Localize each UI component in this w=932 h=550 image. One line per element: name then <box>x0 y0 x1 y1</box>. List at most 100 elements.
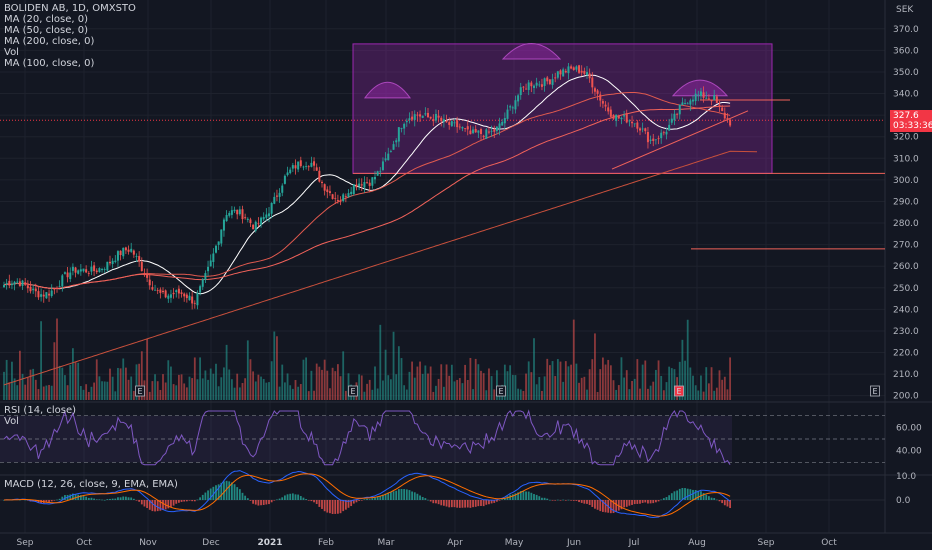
macd-histogram-bar <box>554 500 557 501</box>
candle-body <box>562 69 565 77</box>
candle-body <box>201 279 204 287</box>
study-ma100: MA (100, close, 0) <box>4 58 95 69</box>
macd-histogram-bar <box>114 498 117 500</box>
time-axis-label: Feb <box>318 538 334 548</box>
candle-body <box>275 195 278 197</box>
candle-body <box>42 294 45 297</box>
volume-bar <box>474 358 477 400</box>
volume-bar <box>543 376 546 400</box>
candle-body <box>26 285 29 289</box>
candle-body <box>87 273 90 274</box>
macd-histogram-bar <box>408 490 411 500</box>
volume-bar <box>458 378 461 400</box>
candle-body <box>143 273 146 276</box>
macd-histogram-bar <box>559 500 562 501</box>
candle-body <box>291 165 294 169</box>
volume-bar <box>445 364 448 400</box>
macd-histogram-bar <box>318 500 321 507</box>
macd-histogram-bar <box>729 500 731 509</box>
volume-bar <box>191 378 194 400</box>
volume-bar <box>411 361 413 400</box>
volume-bar <box>342 351 345 400</box>
earnings-marker <box>496 385 506 397</box>
macd-tick-label: 10.0 <box>896 472 916 482</box>
volume-bar <box>376 388 379 400</box>
volume-bar <box>692 375 694 400</box>
macd-histogram-bar <box>231 482 233 500</box>
candle-body <box>710 100 713 102</box>
candle-body <box>413 114 416 120</box>
volume-bar <box>697 390 700 400</box>
macd-histogram-bar <box>146 500 148 509</box>
volume-bar <box>448 375 451 400</box>
macd-legend: MACD (12, 26, close, 9, EMA, EMA) <box>4 479 178 490</box>
candle-body <box>257 223 260 225</box>
macd-histogram-bar <box>252 500 254 504</box>
macd-histogram-bar <box>220 482 223 500</box>
volume-bar <box>655 369 657 400</box>
candle-body <box>689 100 692 105</box>
candle-body <box>3 285 5 288</box>
candle-body <box>596 90 599 94</box>
volume-bar <box>220 377 223 400</box>
macd-histogram-bar <box>98 499 101 500</box>
volume-bar <box>103 381 106 400</box>
candle-body <box>639 128 641 131</box>
candle-body <box>405 120 408 123</box>
candle-body <box>58 286 61 288</box>
candle-body <box>77 270 80 274</box>
candle-body <box>392 144 395 150</box>
candle-body <box>124 247 127 251</box>
macd-histogram-bar <box>185 500 188 502</box>
candle-body <box>453 122 456 124</box>
candle-body <box>678 104 681 115</box>
candle-body <box>448 122 451 125</box>
volume-bar <box>384 349 387 400</box>
macd-histogram-bar <box>180 500 183 502</box>
volume-bar <box>424 365 427 400</box>
candle-body <box>222 219 225 231</box>
candle-body <box>236 209 239 215</box>
candle-body <box>204 273 207 281</box>
candle-body <box>233 209 236 212</box>
volume-bar <box>647 388 649 400</box>
candle-body <box>21 280 24 286</box>
macd-histogram-bar <box>289 493 292 500</box>
volume-bar <box>254 381 257 400</box>
macd-histogram-bar <box>95 499 98 500</box>
volume-bar <box>721 379 724 400</box>
volume-bar <box>363 391 366 400</box>
candle-body <box>593 88 596 92</box>
macd-histogram-bar <box>588 500 591 505</box>
volume-bar <box>413 377 416 400</box>
candle-body <box>480 129 482 135</box>
candle-body <box>654 139 657 141</box>
macd-histogram-bar <box>299 496 302 500</box>
candle-body <box>156 290 159 291</box>
volume-bar <box>615 389 618 400</box>
candle-body <box>517 95 520 102</box>
volume-bar <box>154 374 156 400</box>
candle-body <box>625 113 628 123</box>
candle-body <box>188 295 191 301</box>
candle-body <box>252 224 255 230</box>
volume-bar <box>209 368 212 400</box>
macd-tick-label: 0.0 <box>896 496 911 506</box>
macd-histogram-bar <box>262 500 265 505</box>
macd-histogram-bar <box>472 500 474 508</box>
macd-histogram-bar <box>397 489 400 500</box>
macd-histogram-bar <box>413 492 416 500</box>
macd-histogram-bar <box>533 494 535 500</box>
candle-body <box>215 245 217 253</box>
volume-bar <box>193 357 196 400</box>
macd-histogram-bar <box>246 498 249 500</box>
volume-bar <box>299 384 302 400</box>
macd-histogram-bar <box>466 500 469 508</box>
volume-bar <box>546 358 549 400</box>
macd-histogram-bar <box>334 500 337 514</box>
volume-bar <box>514 375 517 400</box>
volume-bar <box>602 357 604 400</box>
volume-bar <box>371 389 374 400</box>
macd-histogram-bar <box>384 493 387 500</box>
